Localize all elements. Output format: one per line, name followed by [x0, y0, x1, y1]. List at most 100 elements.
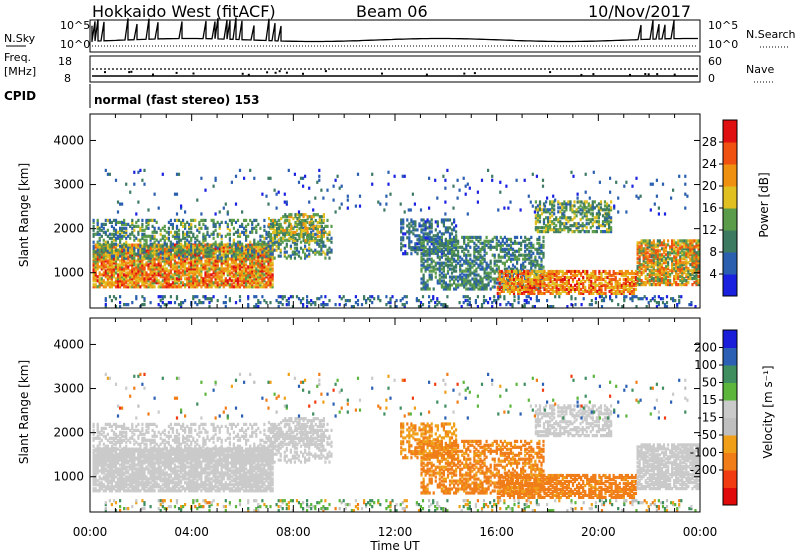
power-cell: [161, 244, 164, 248]
power-cell: [224, 256, 227, 260]
power-cell: [96, 230, 99, 234]
power-cell: [450, 263, 454, 267]
power-cell: [600, 289, 603, 293]
power-cell: [579, 204, 582, 208]
power-cell: [592, 275, 595, 280]
power-cell: [110, 261, 113, 265]
power-cell: [200, 246, 203, 250]
power-cell: [320, 246, 323, 250]
power-cell: [173, 234, 177, 238]
power-cell: [141, 256, 144, 260]
power-cell: [241, 224, 244, 228]
freq-dot: [175, 71, 178, 74]
power-cell: [489, 245, 492, 249]
power-cell: [98, 259, 101, 263]
power-cell: [640, 249, 643, 253]
power-cell: [330, 236, 333, 240]
power-cell: [149, 254, 152, 258]
power-cell: [300, 232, 303, 237]
power-cell: [549, 275, 552, 280]
power-cell: [184, 277, 187, 281]
power-cell: [208, 267, 211, 271]
power-cell: [269, 252, 272, 256]
power-cell: [304, 228, 307, 233]
power-cell: [426, 259, 429, 263]
power-cell: [208, 283, 211, 287]
power-cell: [110, 271, 113, 275]
power-cell: [594, 285, 597, 289]
power-cell: [669, 275, 672, 279]
power-cell: [459, 275, 462, 279]
power-cell: [524, 255, 527, 259]
power-cell: [236, 255, 240, 259]
power-cell: [245, 269, 248, 273]
power-cell: [177, 248, 181, 252]
power-cell: [453, 240, 456, 244]
power-cell: [198, 267, 201, 271]
power-cell: [236, 267, 240, 271]
power-cell: [453, 249, 456, 253]
power-cell: [108, 261, 111, 265]
power-cell: [545, 287, 548, 291]
power-cell: [326, 252, 329, 256]
power-cell: [667, 279, 670, 283]
power-cell: [461, 263, 464, 267]
power-cell: [190, 244, 193, 248]
power-cell: [261, 267, 264, 271]
power-cell: [137, 279, 140, 283]
power-cell: [114, 255, 118, 259]
power-cell: [578, 285, 581, 289]
power-cell: [541, 291, 544, 295]
power-cell: [553, 273, 556, 278]
power-cell: [198, 283, 201, 287]
power-cell: [590, 289, 593, 293]
power-cell: [184, 222, 187, 226]
power-cell: [153, 269, 156, 273]
power-cell: [510, 273, 514, 278]
power-cell: [208, 234, 211, 238]
power-cell: [284, 215, 287, 219]
power-cell: [610, 287, 613, 291]
power-cell: [251, 222, 254, 226]
power-cell: [167, 236, 170, 240]
power-cell: [495, 237, 498, 241]
power-cell: [267, 244, 270, 248]
power-cell: [269, 279, 272, 283]
power-cell: [600, 277, 603, 282]
power-cell: [438, 261, 441, 265]
power-cell: [171, 275, 174, 279]
power-cell: [276, 230, 279, 235]
power-cell: [212, 222, 215, 226]
power-cell: [475, 273, 478, 277]
power-cell: [636, 271, 639, 275]
power-cell: [100, 222, 103, 226]
beam-label: Beam 06: [356, 2, 428, 21]
power-cell: [98, 244, 101, 248]
power-cell: [669, 283, 672, 287]
power-cell: [98, 226, 101, 230]
power-cell: [673, 247, 676, 251]
power-cell: [446, 257, 450, 261]
power-cell: [110, 285, 113, 289]
power-cell: [457, 253, 460, 257]
power-cell: [302, 223, 305, 227]
power-cell: [642, 255, 645, 259]
power-cell: [453, 279, 456, 283]
power-cell: [479, 259, 482, 263]
power-cell: [632, 287, 636, 291]
power-cell: [432, 237, 435, 241]
power-cell: [196, 281, 199, 285]
power-cell: [218, 267, 221, 271]
power-cell: [517, 281, 520, 286]
power-cell: [273, 256, 276, 260]
power-cell: [320, 252, 323, 256]
power-cell: [475, 283, 478, 287]
power-cell: [586, 269, 589, 274]
power-cell: [448, 279, 452, 283]
power-cell: [648, 255, 651, 259]
power-cell: [581, 224, 584, 228]
power-cell: [175, 271, 179, 275]
power-cell: [418, 238, 421, 242]
power-cell: [584, 279, 587, 284]
power-cell: [481, 247, 484, 251]
